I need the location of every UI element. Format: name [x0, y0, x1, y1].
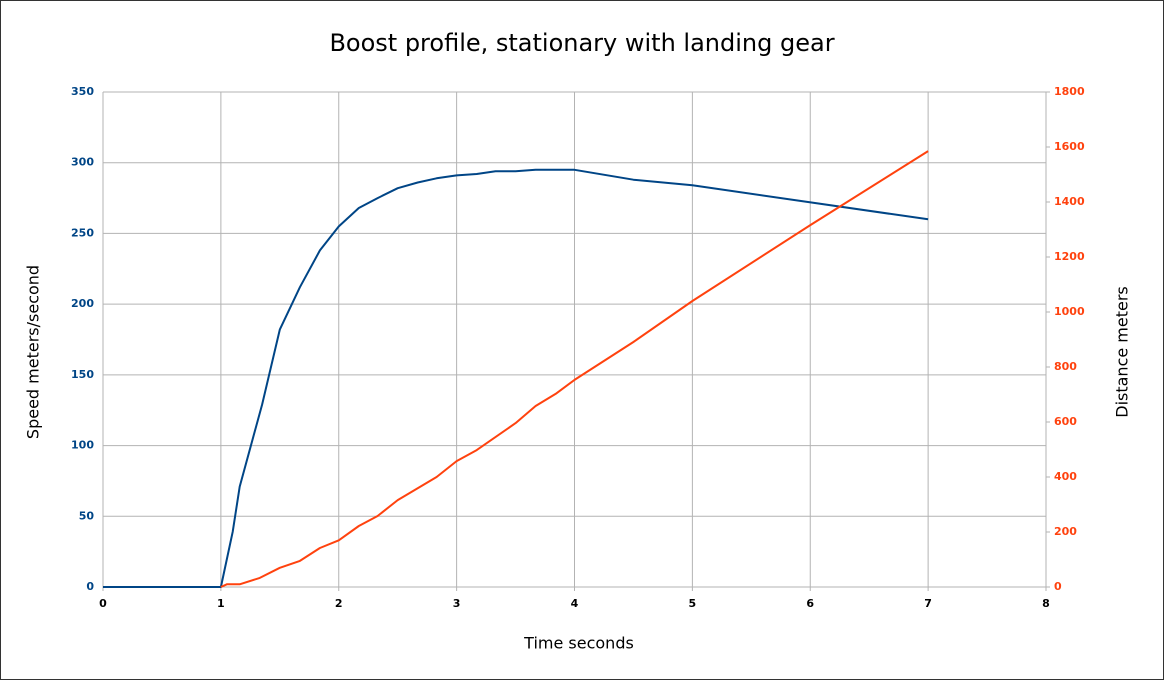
series-line: [103, 168, 929, 588]
x-tick-label: 2: [335, 597, 343, 610]
y-tick-label: 200: [71, 297, 94, 310]
y2-tick-label: 1400: [1054, 195, 1085, 208]
chart-title: Boost profile, stationary with landing g…: [329, 29, 834, 57]
x-tick-label: 6: [806, 597, 814, 610]
x-tick-label: 4: [571, 597, 579, 610]
y-tick-label: 0: [86, 580, 94, 593]
y-tick-label: 50: [79, 509, 95, 522]
y2-tick-label: 1600: [1054, 140, 1085, 153]
y2-tick-label: 200: [1054, 525, 1077, 538]
y2-tick-label: 1800: [1054, 85, 1085, 98]
y2-axis-label: Distance meters: [1113, 286, 1132, 418]
x-axis-label: Time seconds: [523, 634, 634, 653]
x-tick-label: 1: [217, 597, 225, 610]
x-tick-label: 8: [1042, 597, 1050, 610]
y-tick-label: 350: [71, 85, 94, 98]
y2-tick-label: 1000: [1054, 305, 1085, 318]
y-axis-label: Speed meters/second: [24, 265, 43, 439]
x-tick-label: 0: [99, 597, 107, 610]
y-tick-label: 100: [71, 439, 94, 452]
x-tick-label: 7: [924, 597, 932, 610]
y2-tick-label: 400: [1054, 470, 1077, 483]
x-tick-label: 3: [453, 597, 461, 610]
y2-tick-label: 600: [1054, 415, 1077, 428]
y-tick-label: 250: [71, 226, 94, 239]
y-tick-label: 150: [71, 368, 94, 381]
series-line: [220, 150, 929, 588]
y2-tick-label: 0: [1054, 580, 1062, 593]
x-tick-label: 5: [689, 597, 697, 610]
y2-tick-label: 1200: [1054, 250, 1085, 263]
y2-tick-label: 800: [1054, 360, 1077, 373]
y-tick-label: 300: [71, 156, 94, 169]
